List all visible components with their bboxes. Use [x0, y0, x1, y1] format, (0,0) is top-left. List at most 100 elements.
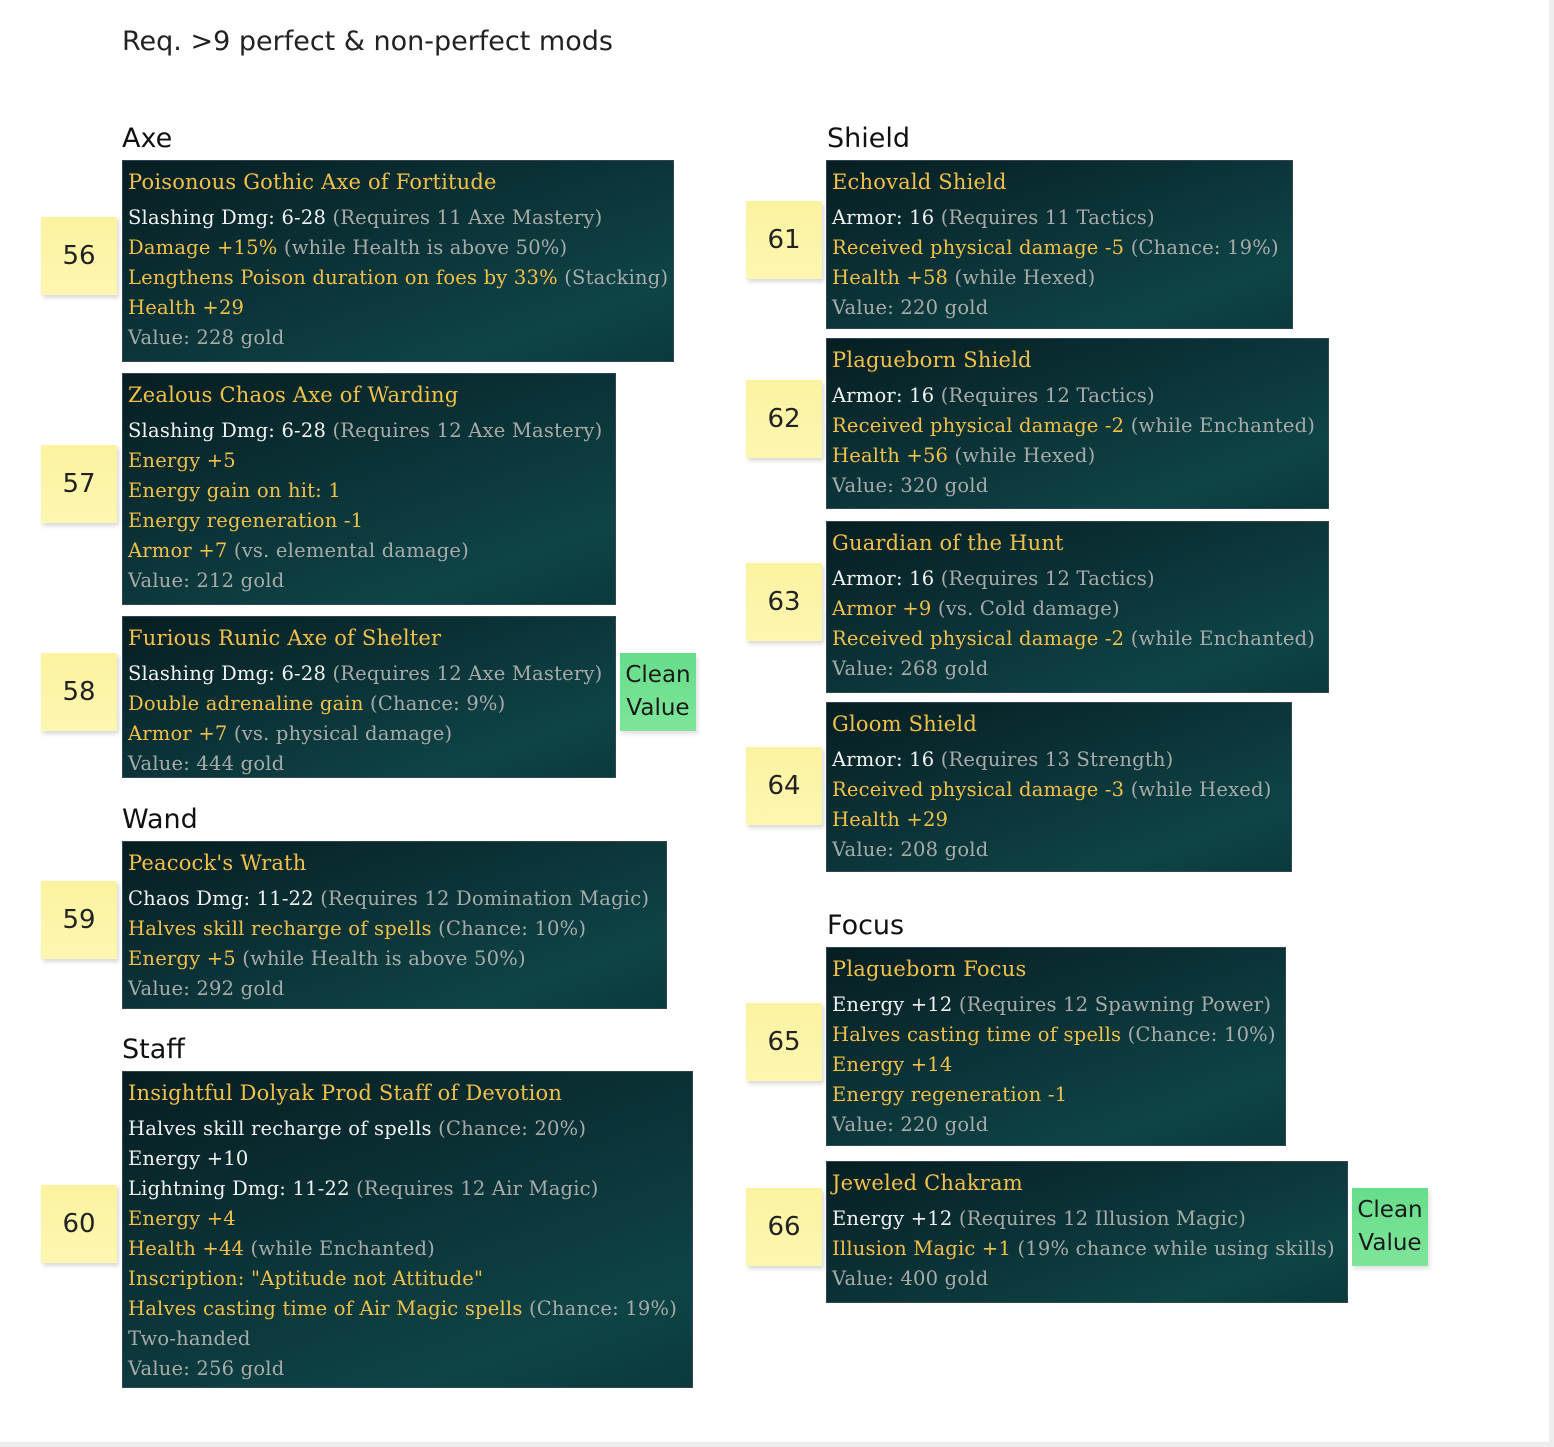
stat-text: Energy +12 — [832, 1207, 953, 1230]
stat-text: (while Health is above 50%) — [235, 947, 526, 970]
stat-text: (Chance: 10%) — [431, 917, 587, 940]
stat-text: Halves skill recharge of spells — [128, 917, 432, 940]
item-tooltip: Insightful Dolyak Prod Staff of Devotion… — [122, 1071, 693, 1388]
page-title: Req. >9 perfect & non-perfect mods — [122, 26, 613, 57]
item-number-note: 65 — [746, 1003, 822, 1081]
heading-shield: Shield — [827, 123, 911, 154]
stat-text: Health +29 — [128, 296, 245, 319]
stat-text: Value: 292 gold — [128, 977, 285, 1000]
item-stat-line: Damage +15% (while Health is above 50%) — [128, 233, 668, 263]
heading-staff: Staff — [122, 1034, 185, 1065]
stat-text: (while Enchanted) — [1124, 414, 1316, 437]
stat-text: Armor +7 — [128, 722, 228, 745]
stat-text: Health +58 — [832, 266, 949, 289]
stat-text: Energy regeneration -1 — [832, 1083, 1068, 1106]
item-stat-line: Energy +12 (Requires 12 Spawning Power) — [832, 990, 1280, 1020]
item-stat-line: Value: 220 gold — [832, 1110, 1280, 1140]
item-stat-line: Chaos Dmg: 11-22 (Requires 12 Domination… — [128, 884, 661, 914]
stat-text: (Requires 12 Domination Magic) — [313, 887, 650, 910]
stat-text: Slashing Dmg: 6-28 — [128, 662, 327, 685]
item-tooltip: Zealous Chaos Axe of Warding Slashing Dmg… — [122, 373, 616, 605]
stat-text: Energy +4 — [128, 1207, 236, 1230]
item-stat-line: Energy gain on hit: 1 — [128, 476, 610, 506]
item-name: Poisonous Gothic Axe of Fortitude — [128, 170, 497, 194]
stat-text: Lengthens Poison duration on foes by 33% — [128, 266, 558, 289]
stat-text: Energy regeneration -1 — [128, 509, 364, 532]
stat-text: Value: 212 gold — [128, 569, 285, 592]
item-stat-line: Armor: 16 (Requires 12 Tactics) — [832, 564, 1323, 594]
stat-text: (Requires 12 Spawning Power) — [952, 993, 1272, 1016]
clean-value-note: Clean Value — [1352, 1188, 1428, 1266]
item-stat-line: Value: 228 gold — [128, 323, 668, 353]
stat-text: (vs. physical damage) — [227, 722, 453, 745]
item-stat-line: Received physical damage -5 (Chance: 19%… — [832, 233, 1287, 263]
item-stat-line: Lengthens Poison duration on foes by 33%… — [128, 263, 668, 293]
stat-text: Halves casting time of spells — [832, 1023, 1122, 1046]
item-stat-line: Energy +10 — [128, 1144, 687, 1174]
stat-text: Slashing Dmg: 6-28 — [128, 419, 327, 442]
item-tooltip: Echovald Shield Armor: 16 (Requires 11 Ta… — [826, 160, 1293, 329]
stat-text: (Stacking) — [557, 266, 669, 289]
stat-text: Received physical damage -2 — [832, 627, 1125, 650]
stat-text: Energy gain on hit: 1 — [128, 479, 341, 502]
item-name: Furious Runic Axe of Shelter — [128, 626, 442, 650]
item-stat-line: Health +29 — [128, 293, 668, 323]
item-name: Echovald Shield — [832, 170, 1007, 194]
item-stat-line: Value: 444 gold — [128, 749, 610, 779]
item-number-note: 66 — [746, 1188, 822, 1266]
stat-text: Chaos Dmg: 11-22 — [128, 887, 314, 910]
item-stat-line: Armor: 16 (Requires 13 Strength) — [832, 745, 1286, 775]
stat-text: Health +29 — [832, 808, 949, 831]
stat-text: (Chance: 19%) — [1124, 236, 1279, 259]
stat-text: (Requires 11 Axe Mastery) — [326, 206, 603, 229]
stat-text: Armor: 16 — [832, 384, 935, 407]
stat-text: Energy +14 — [832, 1053, 953, 1076]
stat-text: (Requires 12 Illusion Magic) — [952, 1207, 1247, 1230]
item-number-note: 59 — [41, 881, 117, 959]
stat-text: Inscription: "Aptitude not Attitude" — [128, 1267, 484, 1290]
item-tooltip: Plagueborn Shield Armor: 16 (Requires 12 … — [826, 338, 1329, 509]
stat-text: Illusion Magic +1 — [832, 1237, 1012, 1260]
stat-text: Energy +5 — [128, 449, 236, 472]
item-tooltip: Gloom Shield Armor: 16 (Requires 13 Stren… — [826, 702, 1292, 872]
item-number-note: 60 — [41, 1185, 117, 1263]
item-number-note: 56 — [41, 217, 117, 295]
stat-text: Lightning Dmg: 11-22 — [128, 1177, 350, 1200]
stat-text: Energy +12 — [832, 993, 953, 1016]
item-number-note: 62 — [746, 380, 822, 458]
stat-text: (Requires 12 Tactics) — [934, 384, 1155, 407]
item-tooltip: Plagueborn Focus Energy +12 (Requires 12 … — [826, 947, 1286, 1146]
stat-text: Health +56 — [832, 444, 949, 467]
item-stat-line: Double adrenaline gain (Chance: 9%) — [128, 689, 610, 719]
item-name: Zealous Chaos Axe of Warding — [128, 383, 459, 407]
item-stat-line: Value: 220 gold — [832, 293, 1287, 323]
stat-text: (while Hexed) — [948, 444, 1096, 467]
item-stat-line: Energy +5 — [128, 446, 610, 476]
item-stat-line: Received physical damage -2 (while Encha… — [832, 411, 1323, 441]
stat-text: Value: 400 gold — [832, 1267, 989, 1290]
item-stat-line: Received physical damage -2 (while Encha… — [832, 624, 1323, 654]
stat-text: (Chance: 20%) — [431, 1117, 587, 1140]
stat-text: Health +44 — [128, 1237, 245, 1260]
stat-text: (19% chance while using skills) — [1011, 1237, 1335, 1260]
stat-text: Damage +15% — [128, 236, 278, 259]
item-name: Guardian of the Hunt — [832, 531, 1064, 555]
item-number-note: 57 — [41, 445, 117, 523]
item-number-note: 64 — [746, 747, 822, 825]
stat-text: Value: 220 gold — [832, 296, 989, 319]
item-tooltip: Jeweled Chakram Energy +12 (Requires 12 I… — [826, 1161, 1348, 1303]
stat-text: (Requires 12 Axe Mastery) — [326, 419, 603, 442]
item-stat-line: Slashing Dmg: 6-28 (Requires 11 Axe Mast… — [128, 203, 668, 233]
item-stat-line: Armor: 16 (Requires 11 Tactics) — [832, 203, 1287, 233]
item-stat-line: Slashing Dmg: 6-28 (Requires 12 Axe Mast… — [128, 416, 610, 446]
item-stat-line: Value: 268 gold — [832, 654, 1323, 684]
stat-text: (Chance: 9%) — [363, 692, 506, 715]
item-stat-line: Slashing Dmg: 6-28 (Requires 12 Axe Mast… — [128, 659, 610, 689]
stat-text: Double adrenaline gain — [128, 692, 364, 715]
item-tooltip: Poisonous Gothic Axe of Fortitude Slashin… — [122, 160, 674, 362]
stat-text: Value: 444 gold — [128, 752, 285, 775]
heading-focus: Focus — [827, 910, 905, 941]
stat-text: Armor: 16 — [832, 206, 935, 229]
stat-text: (while Hexed) — [948, 266, 1096, 289]
item-stat-line: Armor +7 (vs. elemental damage) — [128, 536, 610, 566]
